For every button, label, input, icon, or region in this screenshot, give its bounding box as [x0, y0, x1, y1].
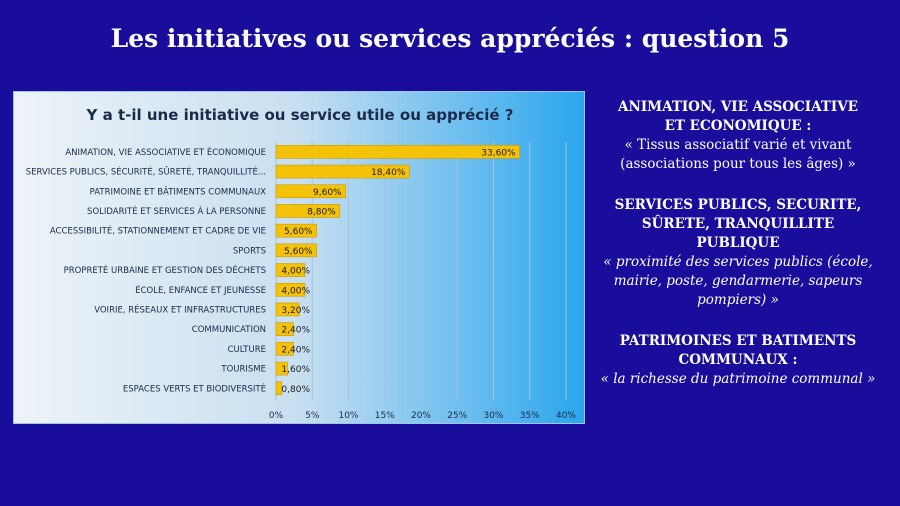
- bar: [275, 164, 410, 179]
- x-tick-label: 40%: [556, 411, 576, 421]
- side-text-block: SERVICES PUBLICS, SECURITE, SÛRETE, TRANQ…: [590, 196, 886, 310]
- side-text-quote: pompiers) »: [697, 292, 779, 308]
- data-label: 2,40%: [281, 345, 310, 355]
- x-tick-label: 30%: [483, 411, 503, 421]
- data-label: 9,60%: [313, 188, 342, 198]
- data-label: 18,40%: [371, 168, 406, 178]
- bar: [275, 282, 306, 297]
- data-label: 4,00%: [281, 286, 310, 296]
- x-tick-label: 15%: [375, 411, 395, 421]
- data-label: 33,60%: [481, 148, 516, 158]
- bar: [275, 361, 288, 376]
- bar: [275, 145, 520, 159]
- data-label: 5,60%: [284, 227, 313, 237]
- data-label: 3,20%: [281, 306, 310, 316]
- x-tick-label: 25%: [447, 411, 467, 421]
- side-text-quote: mairie, poste, gendarmerie, sapeurs: [613, 273, 863, 289]
- side-text-heading: SÛRETE, TRANQUILLITE: [641, 216, 835, 232]
- side-text-heading: COMMUNAUX :: [678, 352, 798, 368]
- category-label: PROPRETÉ URBAINE ET GESTION DES DÉCHETS: [64, 264, 266, 276]
- data-label: 2,40%: [281, 326, 310, 336]
- side-text-heading: SERVICES PUBLICS, SECURITE,: [614, 197, 862, 213]
- side-text-quote: « Tissus associatif varié et vivant: [624, 137, 852, 153]
- data-label: 1,60%: [281, 365, 310, 375]
- category-label: TOURISME: [220, 365, 266, 375]
- chart-title: Y a t-il une initiative ou service utile…: [86, 106, 514, 124]
- data-label: 0,80%: [281, 385, 310, 395]
- bar: [275, 184, 346, 199]
- category-label: VOIRIE, RÉSEAUX ET INFRASTRUCTURES: [94, 303, 266, 315]
- x-tick-label: 0%: [269, 411, 284, 421]
- bar-chart: Y a t-il une initiative ou service utile…: [26, 106, 577, 421]
- x-tick-label: 20%: [411, 411, 431, 421]
- side-text-heading: PUBLIQUE: [696, 235, 780, 251]
- bar: [275, 381, 283, 396]
- side-text-quote: « la richesse du patrimoine communal »: [600, 371, 876, 387]
- category-label: ÉCOLE, ENFANCE ET JEUNESSE: [135, 284, 266, 296]
- side-text-block: ANIMATION, VIE ASSOCIATIVE ET ECONOMIQUE …: [590, 98, 886, 174]
- x-tick-label: 5%: [305, 411, 320, 421]
- data-label: 4,00%: [281, 267, 310, 277]
- side-text-heading: ANIMATION, VIE ASSOCIATIVE: [618, 99, 858, 115]
- bar: [275, 223, 317, 238]
- side-text-panel: ANIMATION, VIE ASSOCIATIVE ET ECONOMIQUE …: [590, 98, 886, 411]
- chart-panel: Y a t-il une initiative ou service utile…: [13, 91, 585, 424]
- category-label: PATRIMOINE ET BÂTIMENTS COMMUNAUX: [90, 185, 267, 197]
- bar: [275, 204, 341, 218]
- bar: [275, 342, 294, 356]
- category-label: CULTURE: [228, 345, 266, 355]
- category-label: SOLIDARITÉ ET SERVICES À LA PERSONNE: [87, 205, 266, 217]
- data-label: 5,60%: [284, 247, 313, 257]
- side-text-heading: PATRIMOINES ET BATIMENTS: [619, 333, 857, 349]
- data-label: 8,80%: [307, 207, 336, 217]
- side-text-quote: (associations pour tous les âges) »: [620, 156, 856, 172]
- category-label: ANIMATION, VIE ASSOCIATIVE ET ÉCONOMIQUE: [65, 146, 266, 158]
- side-text-heading: ET ECONOMIQUE :: [664, 118, 812, 134]
- side-text-quote: « proximité des services publics (école,: [603, 254, 873, 270]
- x-tick-label: 35%: [520, 411, 540, 421]
- category-label: SPORTS: [233, 246, 266, 256]
- side-text-block: PATRIMOINES ET BATIMENTS COMMUNAUX : « la …: [590, 332, 886, 389]
- bar: [275, 263, 306, 277]
- bar: [275, 302, 300, 317]
- category-label: COMMUNICATION: [192, 325, 266, 335]
- bar: [275, 243, 317, 258]
- bar: [275, 322, 294, 336]
- x-tick-label: 10%: [338, 411, 358, 421]
- category-label: ACCESSIBILITÉ, STATIONNEMENT ET CADRE DE…: [50, 225, 266, 237]
- slide-title: Les initiatives ou services appréciés : …: [110, 24, 790, 53]
- category-label: SERVICES PUBLICS, SÉCURITÉ, SÛRETÉ, TRAN…: [26, 166, 266, 178]
- category-label: ESPACES VERTS ET BIODIVERSITÉ: [123, 382, 266, 394]
